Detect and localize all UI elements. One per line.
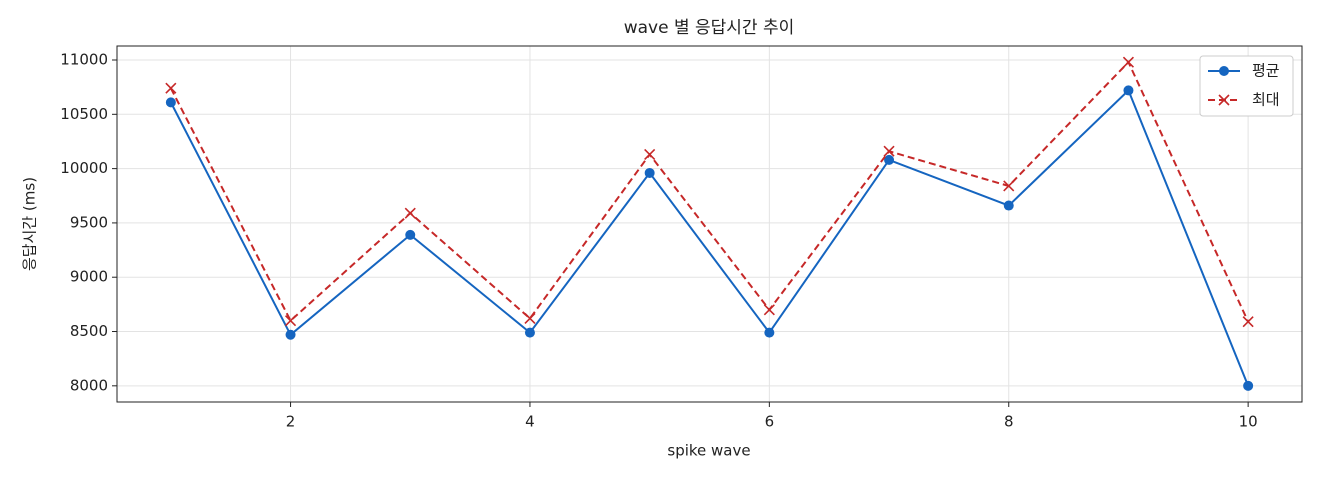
x-tick-label: 8 — [1004, 413, 1014, 431]
marker — [524, 312, 536, 325]
x-axis-label: spike wave — [667, 442, 750, 460]
marker — [405, 229, 416, 240]
marker — [764, 327, 775, 338]
marker — [165, 82, 177, 94]
marker — [285, 329, 296, 340]
marker — [1003, 180, 1015, 192]
marker — [1219, 66, 1229, 76]
series-line — [169, 60, 1250, 323]
legend-label: 평균 — [1252, 62, 1280, 80]
marker — [1003, 200, 1014, 211]
marker — [165, 97, 176, 108]
marker — [1122, 56, 1135, 68]
y-tick-label: 10500 — [60, 105, 108, 123]
y-tick-label: 9500 — [70, 213, 108, 231]
marker — [763, 304, 775, 316]
plot-frame — [116, 45, 1303, 403]
marker — [1243, 380, 1254, 391]
chart-title: wave 별 응답시간 추이 — [624, 18, 795, 38]
marker — [883, 145, 895, 157]
y-tick-label: 8500 — [70, 322, 108, 340]
legend-label: 최대 — [1252, 91, 1280, 109]
marker — [884, 154, 895, 165]
series-line — [169, 88, 1250, 387]
y-tick-label: 11000 — [60, 51, 108, 69]
x-tick-label: 4 — [525, 413, 535, 431]
marker — [1123, 85, 1134, 96]
x-tick-label: 10 — [1239, 413, 1258, 431]
marker — [644, 148, 656, 161]
marker — [404, 207, 416, 219]
marker — [644, 167, 655, 178]
y-axis-label: 응답시간 (ms) — [21, 177, 39, 271]
y-tick-label: 10000 — [60, 159, 108, 177]
marker — [524, 327, 535, 338]
marker — [1242, 316, 1254, 328]
y-tick-label: 9000 — [70, 268, 108, 286]
marker — [284, 315, 297, 327]
x-tick-label: 2 — [286, 413, 296, 431]
marker — [1218, 94, 1230, 106]
plot — [165, 56, 1254, 391]
y-tick-label: 8000 — [70, 376, 108, 394]
x-tick-label: 6 — [765, 413, 775, 431]
